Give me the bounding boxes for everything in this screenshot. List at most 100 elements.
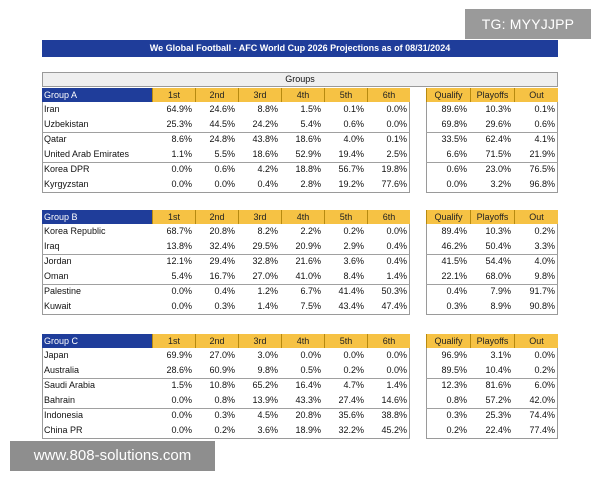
place-probability: 4.5% <box>257 410 278 420</box>
place-probability: 0.0% <box>171 410 192 420</box>
place-probability: 4.7% <box>343 380 364 390</box>
row-divider <box>42 284 410 285</box>
place-probability: 25.3% <box>166 119 192 129</box>
team-name: Japan <box>44 350 69 360</box>
place-probability: 0.0% <box>343 350 364 360</box>
table-frame-left <box>42 348 410 439</box>
table-row: Oman 5.4% 16.7% 27.0% 41.0% 8.4% 1.4% 22.1% 68.0… <box>42 269 558 284</box>
place-probability: 1.4% <box>257 301 278 311</box>
column-header-place: 2nd <box>195 334 238 348</box>
place-probability: 27.0% <box>209 350 235 360</box>
column-header-place: 3rd <box>238 88 281 102</box>
place-probability: 29.4% <box>209 256 235 266</box>
place-probability: 45.2% <box>381 425 407 435</box>
place-probability: 0.5% <box>300 365 321 375</box>
column-header-summary: Playoffs <box>470 210 514 224</box>
column-header-summary: Qualify <box>426 334 470 348</box>
summary-probability: 62.4% <box>485 134 511 144</box>
team-name: Oman <box>44 271 69 281</box>
summary-probability: 25.3% <box>485 410 511 420</box>
table-row: United Arab Emirates 1.1% 5.5% 18.6% 52.9% 19… <box>42 147 558 162</box>
place-probability: 0.0% <box>386 104 407 114</box>
table-row: Bahrain 0.0% 0.8% 13.9% 43.3% 27.4% 14.6% 0.8% 5… <box>42 393 558 408</box>
place-probability: 41.4% <box>338 286 364 296</box>
place-probability: 20.9% <box>295 241 321 251</box>
place-probability: 2.9% <box>343 241 364 251</box>
place-probability: 0.0% <box>386 350 407 360</box>
place-probability: 68.7% <box>166 226 192 236</box>
place-probability: 77.6% <box>381 179 407 189</box>
place-probability: 1.4% <box>386 380 407 390</box>
team-name: Korea Republic <box>44 226 106 236</box>
place-probability: 9.8% <box>257 365 278 375</box>
place-probability: 0.6% <box>343 119 364 129</box>
summary-probability: 10.3% <box>485 104 511 114</box>
summary-probability: 57.2% <box>485 395 511 405</box>
summary-probability: 33.5% <box>441 134 467 144</box>
place-probability: 5.5% <box>214 149 235 159</box>
place-probability: 19.8% <box>381 164 407 174</box>
place-probability: 2.2% <box>300 226 321 236</box>
row-divider <box>42 408 410 409</box>
place-probability: 41.0% <box>295 271 321 281</box>
place-probability: 16.4% <box>295 380 321 390</box>
place-probability: 8.2% <box>257 226 278 236</box>
row-divider <box>42 132 410 133</box>
place-probability: 0.0% <box>386 365 407 375</box>
column-header-place: 4th <box>281 334 324 348</box>
summary-probability: 0.1% <box>534 104 555 114</box>
groups-header: Groups <box>42 72 558 87</box>
row-divider <box>426 162 558 163</box>
team-name: Iran <box>44 104 60 114</box>
place-probability: 38.8% <box>381 410 407 420</box>
place-probability: 24.2% <box>252 119 278 129</box>
column-header-place: 1st <box>152 334 195 348</box>
summary-probability: 90.8% <box>529 301 555 311</box>
table-row: Uzbekistan 25.3% 44.5% 24.2% 5.4% 0.6% 0.0% 69.… <box>42 117 558 132</box>
row-divider <box>42 254 410 255</box>
place-probability: 0.2% <box>343 365 364 375</box>
table-frame-right <box>426 102 558 193</box>
group-title: Group B <box>42 210 152 224</box>
table-row: Iraq 13.8% 32.4% 29.5% 20.9% 2.9% 0.4% 46.2% 50.… <box>42 239 558 254</box>
place-probability: 32.8% <box>252 256 278 266</box>
summary-probability: 23.0% <box>485 164 511 174</box>
summary-probability: 96.8% <box>529 179 555 189</box>
team-name: Qatar <box>44 134 67 144</box>
summary-probability: 3.1% <box>490 350 511 360</box>
summary-probability: 4.1% <box>534 134 555 144</box>
row-divider <box>426 408 558 409</box>
place-probability: 56.7% <box>338 164 364 174</box>
column-header-place: 6th <box>367 88 410 102</box>
summary-probability: 22.4% <box>485 425 511 435</box>
place-probability: 13.9% <box>252 395 278 405</box>
row-divider <box>426 254 558 255</box>
row-divider <box>426 284 558 285</box>
place-probability: 35.6% <box>338 410 364 420</box>
column-header-place: 5th <box>324 88 367 102</box>
column-header-summary: Playoffs <box>470 88 514 102</box>
table-row: Palestine 0.0% 0.4% 1.2% 6.7% 41.4% 50.3% 0.4% 7… <box>42 284 558 299</box>
table-row: China PR 0.0% 0.2% 3.6% 18.9% 32.2% 45.2% 0.2% 2… <box>42 423 558 438</box>
place-probability: 27.0% <box>252 271 278 281</box>
summary-probability: 89.5% <box>441 365 467 375</box>
place-probability: 0.4% <box>386 241 407 251</box>
summary-probability: 81.6% <box>485 380 511 390</box>
place-probability: 32.4% <box>209 241 235 251</box>
place-probability: 60.9% <box>209 365 235 375</box>
summary-probability: 0.8% <box>446 395 467 405</box>
place-probability: 27.4% <box>338 395 364 405</box>
team-name: Kuwait <box>44 301 72 311</box>
place-probability: 0.0% <box>171 425 192 435</box>
summary-probability: 91.7% <box>529 286 555 296</box>
column-header-place: 5th <box>324 210 367 224</box>
place-probability: 0.8% <box>214 395 235 405</box>
column-header-place: 4th <box>281 88 324 102</box>
summary-probability: 29.6% <box>485 119 511 129</box>
team-name: China PR <box>44 425 83 435</box>
summary-probability: 9.8% <box>534 271 555 281</box>
team-name: Bahrain <box>44 395 76 405</box>
summary-probability: 71.5% <box>485 149 511 159</box>
summary-probability: 42.0% <box>529 395 555 405</box>
place-probability: 18.8% <box>295 164 321 174</box>
